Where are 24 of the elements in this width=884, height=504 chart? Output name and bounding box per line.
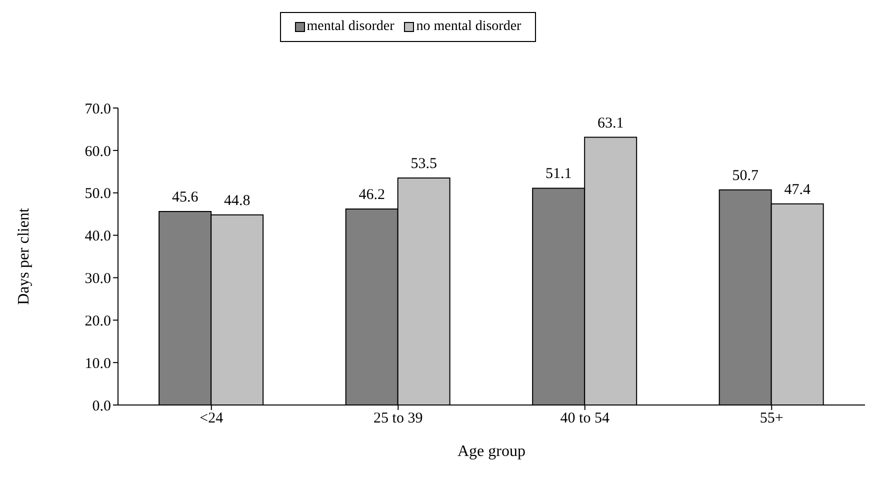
x-tick-label: 55+ (760, 410, 784, 427)
y-axis-title: Days per client (16, 208, 33, 305)
y-tick-label: 30.0 (84, 271, 111, 288)
data-label: 63.1 (597, 115, 624, 132)
y-tick-label: 70.0 (84, 101, 111, 118)
x-tick-label: <24 (200, 410, 224, 427)
x-axis-title: Age group (458, 443, 526, 460)
legend-label: mental disorder (306, 19, 394, 35)
data-label: 45.6 (172, 190, 199, 206)
y-tick-label: 10.0 (84, 356, 111, 372)
data-label: 50.7 (732, 168, 759, 184)
y-tick-label: 0.0 (92, 398, 111, 414)
data-label: 46.2 (358, 186, 385, 203)
x-tick-label: 40 to 54 (560, 410, 610, 427)
legend-label: no mental disorder (415, 19, 522, 35)
y-tick-label: 60.0 (84, 144, 111, 160)
y-tick-label: 50.0 (84, 186, 111, 202)
x-tick-label: 25 to 39 (374, 410, 423, 427)
data-label: 53.5 (410, 156, 437, 172)
y-tick-label: 20.0 (84, 313, 111, 330)
y-tick-label: 40.0 (84, 228, 111, 245)
data-label: 47.4 (784, 182, 811, 198)
data-label: 51.1 (545, 166, 572, 182)
data-label: 44.8 (224, 192, 250, 209)
